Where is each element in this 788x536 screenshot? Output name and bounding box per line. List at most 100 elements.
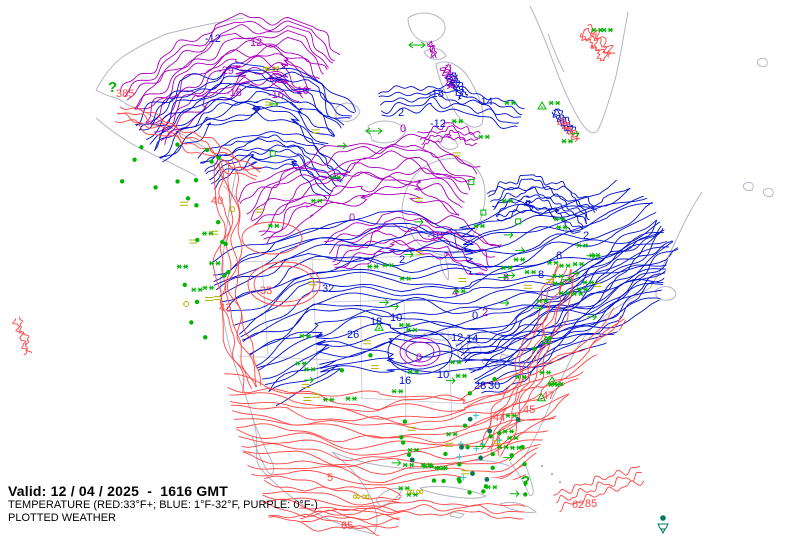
snow-asterisk-icon	[329, 175, 342, 180]
contour-label: 16	[399, 375, 411, 387]
contour-label: 62	[572, 499, 584, 511]
svg-text:∞∞: ∞∞	[406, 485, 424, 498]
island-speck	[540, 464, 544, 468]
contour-label: 12	[250, 37, 262, 49]
svg-text:?: ?	[521, 473, 530, 490]
contour-label: -10	[427, 230, 443, 242]
contour-label: 2	[583, 230, 589, 242]
contour-label: 14	[466, 333, 478, 345]
snow-asterisk-icon	[576, 243, 589, 248]
snow-asterisk-icon	[558, 290, 571, 296]
triangle-icon	[374, 322, 385, 331]
haze-infinity-icon: ∞∞	[352, 490, 370, 503]
station-dot-icon	[441, 478, 446, 484]
island-speck	[558, 480, 562, 484]
snow-asterisk-icon	[446, 431, 458, 437]
station-dot-icon	[523, 480, 528, 486]
band-blue-arctic-north	[378, 84, 525, 129]
band-red-alaska-coast	[114, 106, 263, 181]
cloud-dash-icon	[445, 442, 454, 447]
snow-asterisk-icon	[546, 260, 559, 266]
snow-asterisk-icon	[202, 285, 215, 291]
contour-label: 5	[327, 472, 333, 484]
station-dot-icon	[465, 445, 470, 450]
wind-arrow-icon	[505, 272, 516, 279]
station-dot-icon	[547, 335, 552, 341]
station-dot-icon	[467, 391, 473, 396]
band-purple-arctic-mid	[417, 122, 481, 149]
contour-label: 65	[341, 520, 353, 532]
contour-label: 28	[474, 380, 486, 392]
precip-plus-icon	[496, 436, 503, 443]
contour-label: 33	[260, 285, 272, 297]
dark-station-dot-icon	[515, 417, 521, 422]
wind-arrow-icon	[389, 303, 399, 310]
snow-asterisk-icon	[552, 381, 564, 387]
station-dot-icon	[532, 346, 537, 351]
wind-arrow-icon	[569, 130, 580, 138]
station-dot-icon	[457, 479, 462, 484]
station-dot-icon	[497, 430, 502, 436]
snow-asterisk-icon	[399, 276, 412, 281]
double-arrow-icon	[365, 127, 383, 135]
contour-label: 43	[219, 302, 231, 314]
contour-label: -12	[205, 33, 221, 45]
snow-asterisk-icon	[536, 298, 549, 304]
cloud-dash-icon	[301, 383, 310, 388]
station-dot-icon	[185, 196, 191, 201]
contour-bands-local	[11, 24, 645, 523]
cloud-dash-icon	[593, 282, 602, 287]
circle-icon	[183, 300, 190, 307]
snow-asterisk-icon	[295, 361, 307, 366]
dark-station-dot-icon	[459, 444, 464, 450]
snow-asterisk-icon	[539, 370, 551, 375]
cloud-dash-icon	[523, 284, 532, 289]
wind-arrow-icon	[515, 247, 525, 254]
station-dot-icon	[175, 142, 180, 147]
cloud-dash-icon	[308, 281, 317, 286]
square-icon	[468, 179, 475, 186]
valid-time-label: Valid: 12 / 04 / 2025 - 1616 GMT	[8, 483, 229, 499]
contour-label: -29	[218, 65, 234, 77]
dark-station-dot-icon	[409, 457, 415, 463]
snow-asterisk-icon	[501, 265, 513, 271]
contour-label: -12	[430, 118, 446, 130]
snow-asterisk-icon	[576, 287, 589, 292]
station-dot-icon	[132, 157, 137, 162]
station-dot-icon	[368, 353, 373, 358]
station-dot-icon	[402, 419, 408, 424]
snow-asterisk-icon	[473, 223, 485, 229]
contour-label: 6	[556, 250, 562, 262]
snow-asterisk-icon	[451, 118, 464, 124]
cloud-dash-icon	[461, 470, 470, 475]
snow-asterisk-icon	[176, 264, 189, 269]
snow-asterisk-icon	[402, 462, 415, 468]
station-dot-icon	[193, 178, 199, 183]
wind-arrow-icon	[503, 231, 514, 239]
wind-arrow-icon	[509, 490, 520, 498]
contour-label: 44	[493, 412, 505, 424]
band-purple-arctic-blob	[426, 40, 437, 59]
cloud-dash-icon	[180, 201, 189, 206]
cloud-dash-icon	[407, 426, 416, 431]
snow-asterisk-icon	[434, 466, 446, 471]
contour-rings	[241, 221, 453, 375]
snow-asterisk-icon	[515, 374, 527, 380]
station-dot-icon	[222, 273, 227, 278]
contour-label: 2	[482, 307, 488, 319]
station-dot-icon	[399, 435, 404, 440]
island-speck	[550, 472, 554, 476]
cloud-dash-icon	[363, 340, 372, 345]
wind-arrow-icon	[404, 251, 414, 258]
wind-arrow-icon	[499, 299, 510, 307]
cloud-dash-icon	[370, 365, 379, 370]
station-dot-icon	[194, 203, 199, 208]
station-dot-icon	[195, 237, 200, 243]
contour-label: 26	[347, 329, 359, 341]
snow-asterisk-icon	[504, 100, 516, 106]
snow-asterisk-icon	[406, 492, 418, 498]
contour-label: 12	[451, 332, 463, 344]
station-dot-icon	[203, 335, 208, 340]
